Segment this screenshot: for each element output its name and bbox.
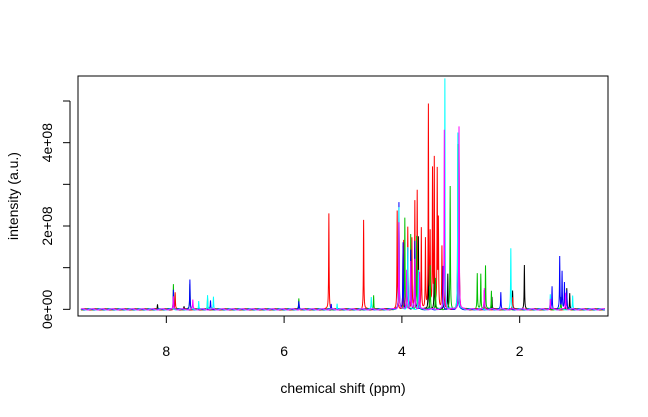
spectrum-series-5 (80, 78, 606, 311)
spectrum-series-1 (80, 159, 605, 311)
x-tick-label: 8 (162, 343, 170, 359)
spectrum-series-3 (80, 143, 606, 311)
x-axis: 8 6 4 2 (162, 315, 524, 359)
y-axis: 0e+00 2e+08 4e+08 (39, 100, 71, 329)
x-tick-label: 6 (280, 343, 288, 359)
y-tick-label: 4e+08 (39, 123, 55, 163)
spectrum-series-6 (80, 126, 606, 311)
x-tick-label: 2 (516, 343, 524, 359)
y-tick-label: 0e+00 (39, 289, 55, 329)
spectra-series (80, 78, 606, 311)
x-tick-label: 4 (398, 343, 406, 359)
y-tick-label: 2e+08 (39, 206, 55, 246)
spectrum-series-4 (80, 202, 605, 311)
plot-frame (77, 75, 609, 317)
y-axis-label: intensity (a.u.) (5, 152, 21, 240)
x-axis-label: chemical shift (ppm) (280, 380, 405, 396)
spectrum-series-2 (80, 103, 606, 311)
